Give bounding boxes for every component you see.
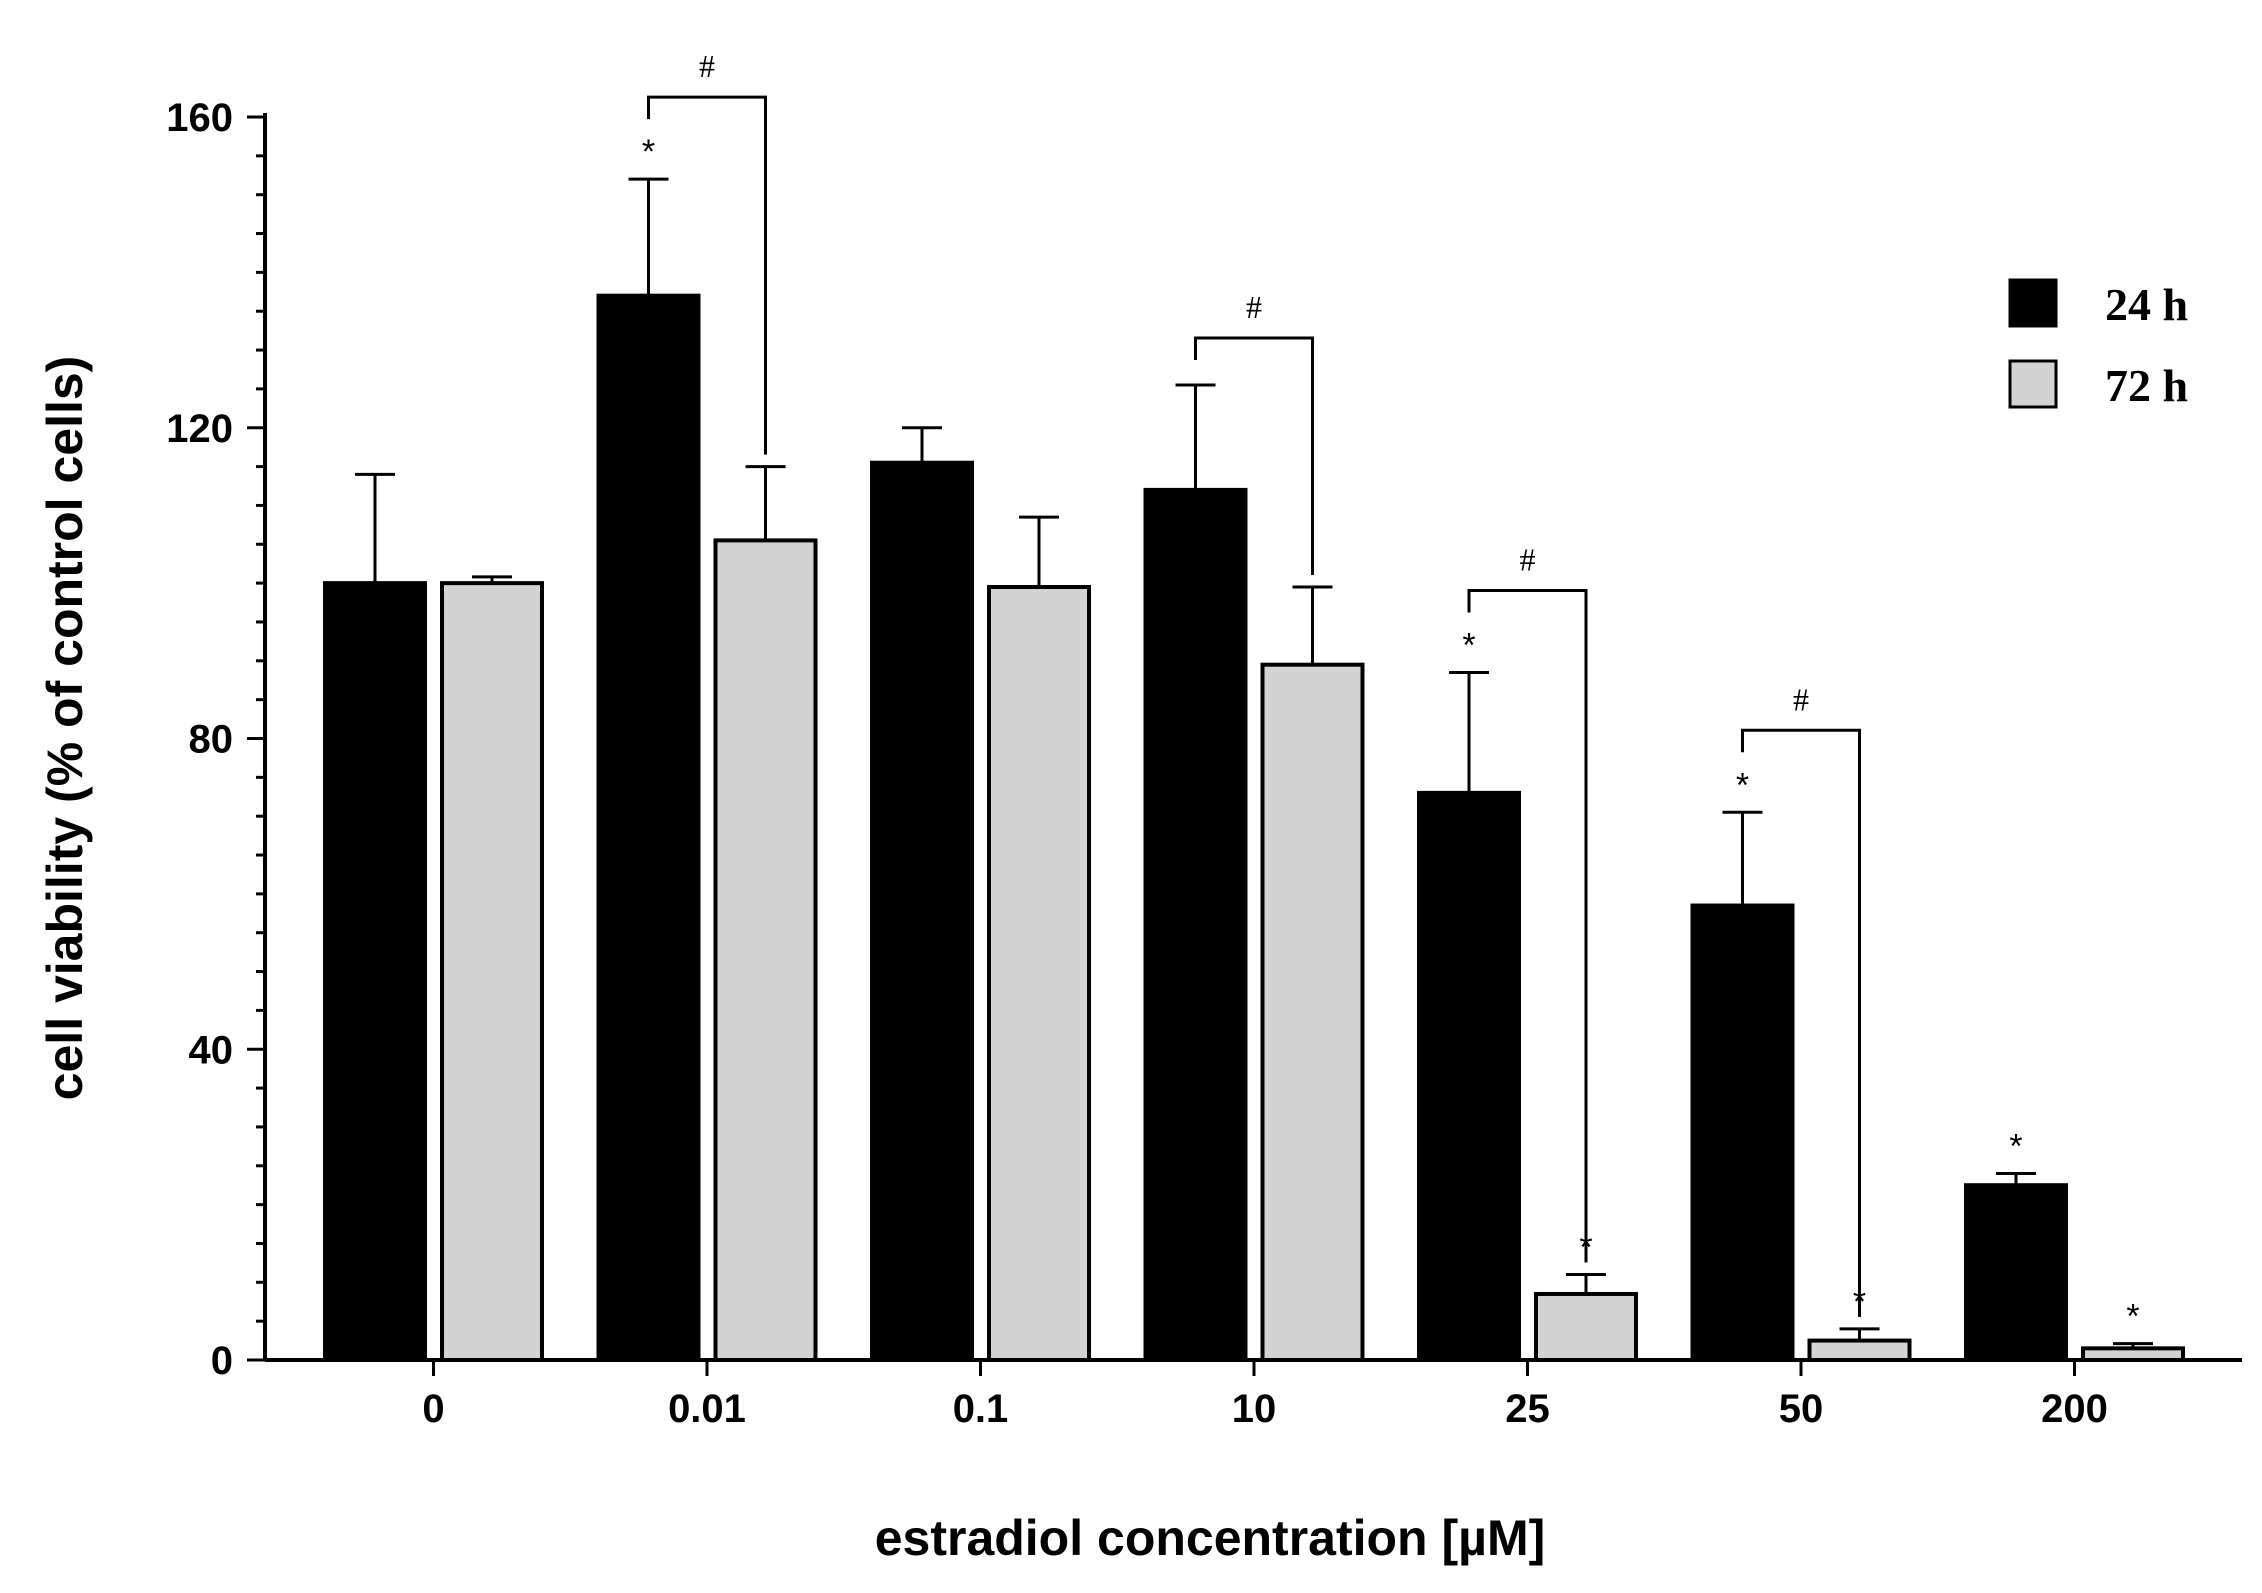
y-tick-label-40: 40: [189, 1028, 234, 1072]
y-tick-label-80: 80: [189, 718, 234, 762]
bar-72h-25: [1534, 1291, 1638, 1362]
bar-72h-0.01: [713, 538, 818, 1362]
comparison-hash: #: [1246, 289, 1262, 325]
y-tick-label-0: 0: [211, 1339, 233, 1383]
bar-24h-25: [1417, 790, 1521, 1362]
bar-24h-200: [1964, 1183, 2068, 1362]
significance-star: *: [642, 133, 655, 171]
y-tick-label-160: 160: [166, 96, 233, 140]
comparison-bracket: [647, 95, 767, 455]
x-tick-label-25: 25: [1505, 1387, 1550, 1431]
bar-24h-50: [1690, 903, 1795, 1362]
comparison-hash: #: [1793, 681, 1809, 717]
x-tick-label-10: 10: [1232, 1387, 1277, 1431]
comparison-bracket: [1741, 728, 1861, 1317]
legend-label-24h: 24 h: [2105, 279, 2188, 330]
bar-24h-0.01: [596, 293, 701, 1362]
x-tick-label-50: 50: [1779, 1387, 1824, 1431]
y-axis-title: cell viability (% of control cells): [37, 356, 93, 1101]
legend: 24 h 72 h: [2008, 278, 2188, 411]
significance-star: *: [1736, 766, 1749, 804]
bar-72h-0.1: [987, 585, 1091, 1362]
comparison-bracket: [1467, 588, 1588, 1263]
bar-24h-10: [1143, 487, 1248, 1362]
x-tick-label-200: 200: [2041, 1387, 2108, 1431]
bar-72h-10: [1260, 662, 1365, 1362]
bar-72h-0: [440, 581, 544, 1362]
bar-24h-0: [323, 581, 427, 1362]
bar-24h-0.1: [870, 460, 974, 1363]
comparison-hash: #: [699, 48, 715, 84]
legend-label-72h: 72 h: [2105, 360, 2188, 411]
significance-star: *: [2009, 1128, 2022, 1166]
axes: 0 40 80 120 160 0 0.01 0.1 10 25 50 200: [166, 96, 2242, 1431]
significance-star: *: [2126, 1298, 2139, 1336]
x-tick-label-0.1: 0.1: [953, 1387, 1009, 1431]
bar-72h-50: [1807, 1338, 1912, 1362]
x-tick-label-0.01: 0.01: [668, 1387, 746, 1431]
significance-star: *: [1462, 626, 1475, 664]
plot-area: ****** *####: [323, 48, 2185, 1363]
legend-swatch-72h: [2008, 359, 2058, 409]
x-tick-label-0: 0: [422, 1387, 444, 1431]
x-axis-title: estradiol concentration [µM]: [875, 1510, 1546, 1566]
comparison-hash: #: [1520, 541, 1536, 577]
legend-swatch-24h: [2008, 278, 2058, 328]
y-tick-label-120: 120: [166, 407, 233, 451]
comparison-bracket: [1194, 336, 1314, 576]
